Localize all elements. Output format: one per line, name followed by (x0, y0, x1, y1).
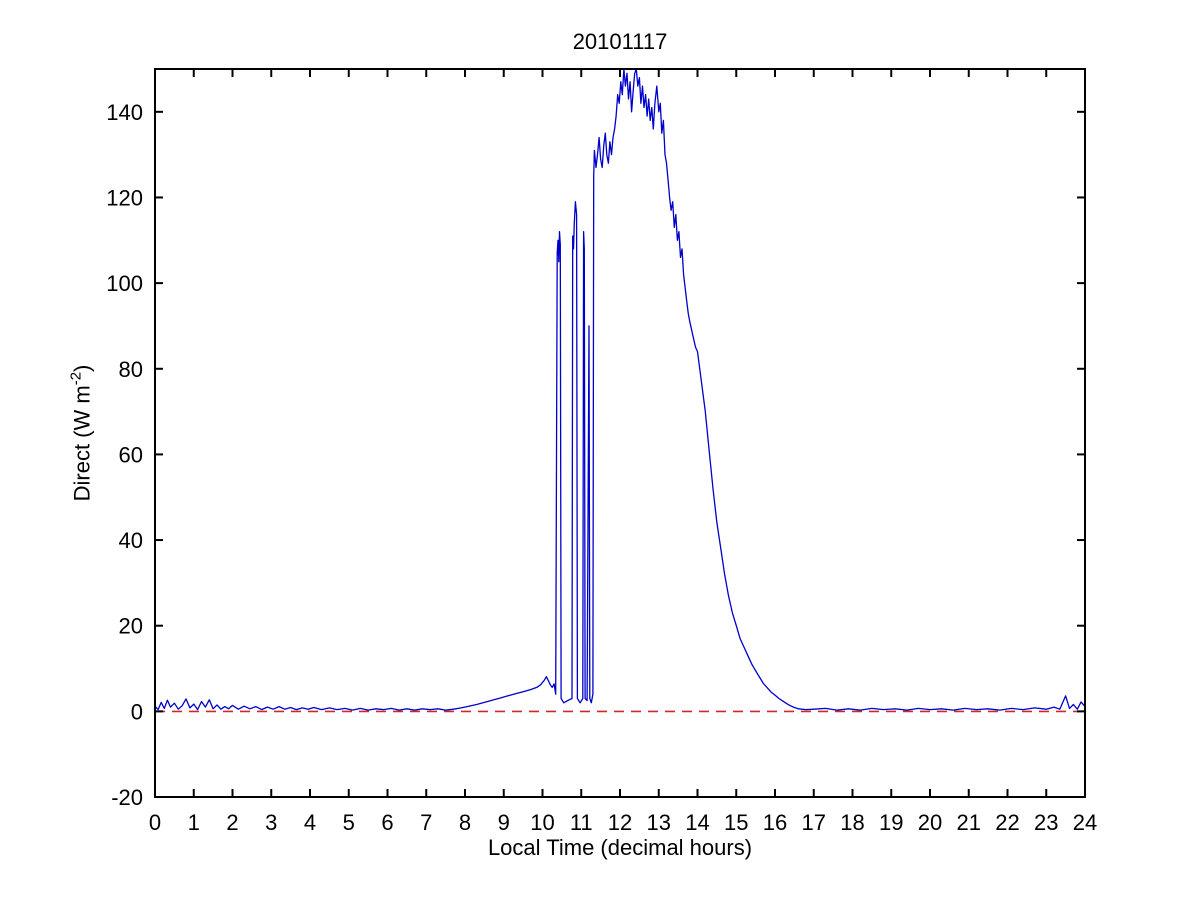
direct-irradiance-line (154, 68, 1086, 711)
y-tick-label: 100 (106, 271, 143, 296)
y-tick-label: -20 (111, 785, 143, 810)
x-tick-label: 1 (188, 810, 200, 835)
y-tick-label: 120 (106, 185, 143, 210)
x-tick-label: 8 (459, 810, 471, 835)
y-tick-label: 20 (119, 614, 143, 639)
x-tick-label: 0 (149, 810, 161, 835)
y-tick-label: 140 (106, 100, 143, 125)
y-axis-label: Direct (W m-2) (68, 364, 97, 502)
x-tick-label: 16 (763, 810, 787, 835)
x-tick-label: 11 (570, 810, 593, 835)
y-tick-label: 60 (119, 442, 143, 467)
y-axis-label-close: ) (69, 364, 95, 372)
x-tick-label: 3 (265, 810, 277, 835)
x-tick-label: 18 (840, 810, 864, 835)
x-tick-label: 9 (498, 810, 510, 835)
y-tick-label: 0 (131, 699, 143, 724)
chart-title: 20101117 (572, 29, 668, 54)
x-tick-label: 13 (647, 810, 671, 835)
x-tick-label: 10 (530, 810, 554, 835)
x-tick-label: 5 (343, 810, 355, 835)
x-tick-label: 23 (1034, 810, 1058, 835)
x-tick-label: 15 (724, 810, 748, 835)
x-tick-label: 19 (879, 810, 903, 835)
y-axis-label-main: Direct (W m (69, 385, 95, 502)
x-tick-label: 22 (995, 810, 1019, 835)
x-tick-label: 24 (1073, 810, 1097, 835)
x-tick-label: 7 (420, 810, 432, 835)
x-tick-label: 14 (685, 810, 709, 835)
x-tick-label: 12 (608, 810, 632, 835)
x-tick-label: 20 (918, 810, 942, 835)
axes-box (154, 68, 1086, 798)
y-tick-label: 80 (119, 357, 143, 382)
x-tick-label: 21 (957, 810, 981, 835)
x-tick-label: 17 (802, 810, 826, 835)
x-tick-label: 6 (381, 810, 393, 835)
x-tick-label: 2 (226, 810, 238, 835)
y-tick-label: 40 (119, 528, 143, 553)
x-tick-label: 4 (304, 810, 316, 835)
y-axis-label-superscript: -2 (67, 371, 85, 386)
x-axis-label: Local Time (decimal hours) (487, 835, 753, 860)
